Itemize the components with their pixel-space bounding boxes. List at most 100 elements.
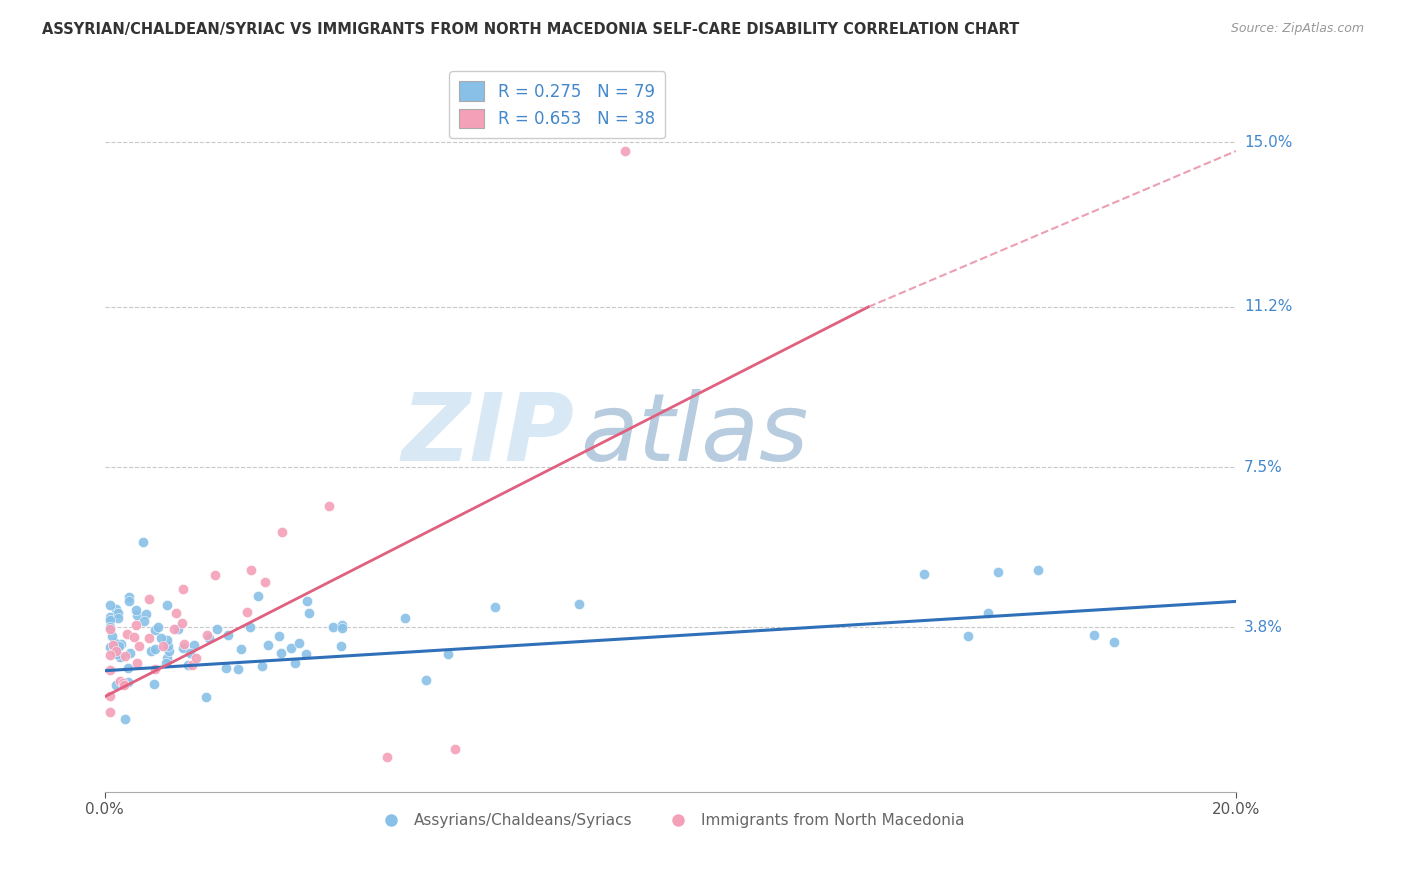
Point bbox=[172, 616, 194, 631]
Point bbox=[104, 644, 127, 658]
Point bbox=[270, 646, 292, 660]
Point bbox=[98, 648, 121, 662]
Point bbox=[986, 565, 1008, 579]
Text: Source: ZipAtlas.com: Source: ZipAtlas.com bbox=[1230, 22, 1364, 36]
Point bbox=[114, 712, 136, 726]
Point bbox=[332, 618, 354, 632]
Point bbox=[269, 629, 291, 643]
Point bbox=[157, 644, 180, 658]
Point bbox=[179, 647, 201, 661]
Point bbox=[125, 607, 148, 622]
Point bbox=[484, 599, 506, 614]
Point bbox=[1083, 627, 1105, 641]
Point bbox=[98, 706, 121, 720]
Point bbox=[117, 661, 139, 675]
Legend: Assyrians/Chaldeans/Syriacs, Immigrants from North Macedonia: Assyrians/Chaldeans/Syriacs, Immigrants … bbox=[370, 807, 972, 834]
Point bbox=[239, 620, 262, 634]
Point bbox=[250, 658, 273, 673]
Point bbox=[184, 651, 207, 665]
Point bbox=[226, 662, 249, 676]
Point bbox=[1102, 634, 1125, 648]
Point bbox=[98, 610, 121, 624]
Point bbox=[287, 636, 309, 650]
Text: atlas: atlas bbox=[579, 389, 808, 480]
Point bbox=[107, 606, 129, 620]
Point bbox=[394, 611, 416, 625]
Point bbox=[318, 499, 340, 513]
Point bbox=[138, 592, 160, 607]
Point bbox=[122, 631, 145, 645]
Point bbox=[177, 658, 200, 673]
Point bbox=[231, 642, 253, 657]
Point bbox=[98, 640, 121, 654]
Point bbox=[142, 677, 165, 691]
Point bbox=[143, 624, 166, 638]
Point bbox=[105, 602, 128, 616]
Point bbox=[195, 628, 218, 642]
Point bbox=[124, 603, 146, 617]
Point bbox=[173, 637, 195, 651]
Point bbox=[156, 651, 179, 665]
Point bbox=[322, 620, 344, 634]
Point bbox=[104, 636, 127, 650]
Point bbox=[156, 599, 179, 613]
Point bbox=[198, 631, 221, 645]
Point bbox=[117, 675, 139, 690]
Point bbox=[1026, 563, 1049, 577]
Point bbox=[143, 641, 166, 656]
Point bbox=[165, 607, 187, 621]
Point bbox=[194, 690, 217, 705]
Point bbox=[444, 741, 467, 756]
Point bbox=[377, 750, 399, 764]
Point bbox=[132, 614, 155, 628]
Point bbox=[614, 144, 637, 158]
Point bbox=[98, 622, 121, 636]
Point bbox=[436, 647, 458, 661]
Point bbox=[167, 623, 190, 637]
Point bbox=[108, 649, 131, 664]
Point bbox=[246, 589, 269, 603]
Text: 11.2%: 11.2% bbox=[1244, 300, 1292, 315]
Point bbox=[150, 631, 173, 645]
Point bbox=[98, 689, 121, 703]
Point bbox=[100, 630, 122, 644]
Point bbox=[294, 648, 316, 662]
Point bbox=[128, 640, 150, 654]
Point bbox=[236, 605, 259, 619]
Point bbox=[125, 617, 148, 632]
Point bbox=[118, 646, 141, 660]
Point bbox=[912, 566, 935, 581]
Point bbox=[105, 678, 128, 692]
Point bbox=[568, 597, 591, 611]
Point bbox=[112, 676, 135, 690]
Point bbox=[280, 641, 302, 656]
Point bbox=[107, 639, 129, 653]
Text: ZIP: ZIP bbox=[401, 389, 574, 481]
Point bbox=[98, 620, 121, 634]
Point bbox=[284, 656, 307, 670]
Text: 15.0%: 15.0% bbox=[1244, 135, 1292, 150]
Point bbox=[163, 622, 186, 636]
Text: 7.5%: 7.5% bbox=[1244, 459, 1282, 475]
Point bbox=[152, 640, 174, 654]
Point bbox=[977, 606, 1000, 620]
Point bbox=[139, 644, 162, 658]
Point bbox=[330, 621, 353, 635]
Point bbox=[183, 638, 205, 652]
Point bbox=[107, 611, 129, 625]
Point bbox=[295, 594, 318, 608]
Point bbox=[415, 673, 437, 687]
Point bbox=[115, 627, 138, 641]
Point bbox=[118, 591, 141, 605]
Point bbox=[155, 656, 177, 670]
Point bbox=[143, 662, 166, 676]
Point bbox=[172, 582, 194, 597]
Point bbox=[253, 574, 276, 589]
Point bbox=[329, 640, 352, 654]
Point bbox=[135, 607, 157, 621]
Point bbox=[114, 648, 136, 663]
Point bbox=[204, 568, 226, 582]
Point bbox=[215, 661, 238, 675]
Point bbox=[98, 613, 121, 627]
Point bbox=[98, 663, 121, 677]
